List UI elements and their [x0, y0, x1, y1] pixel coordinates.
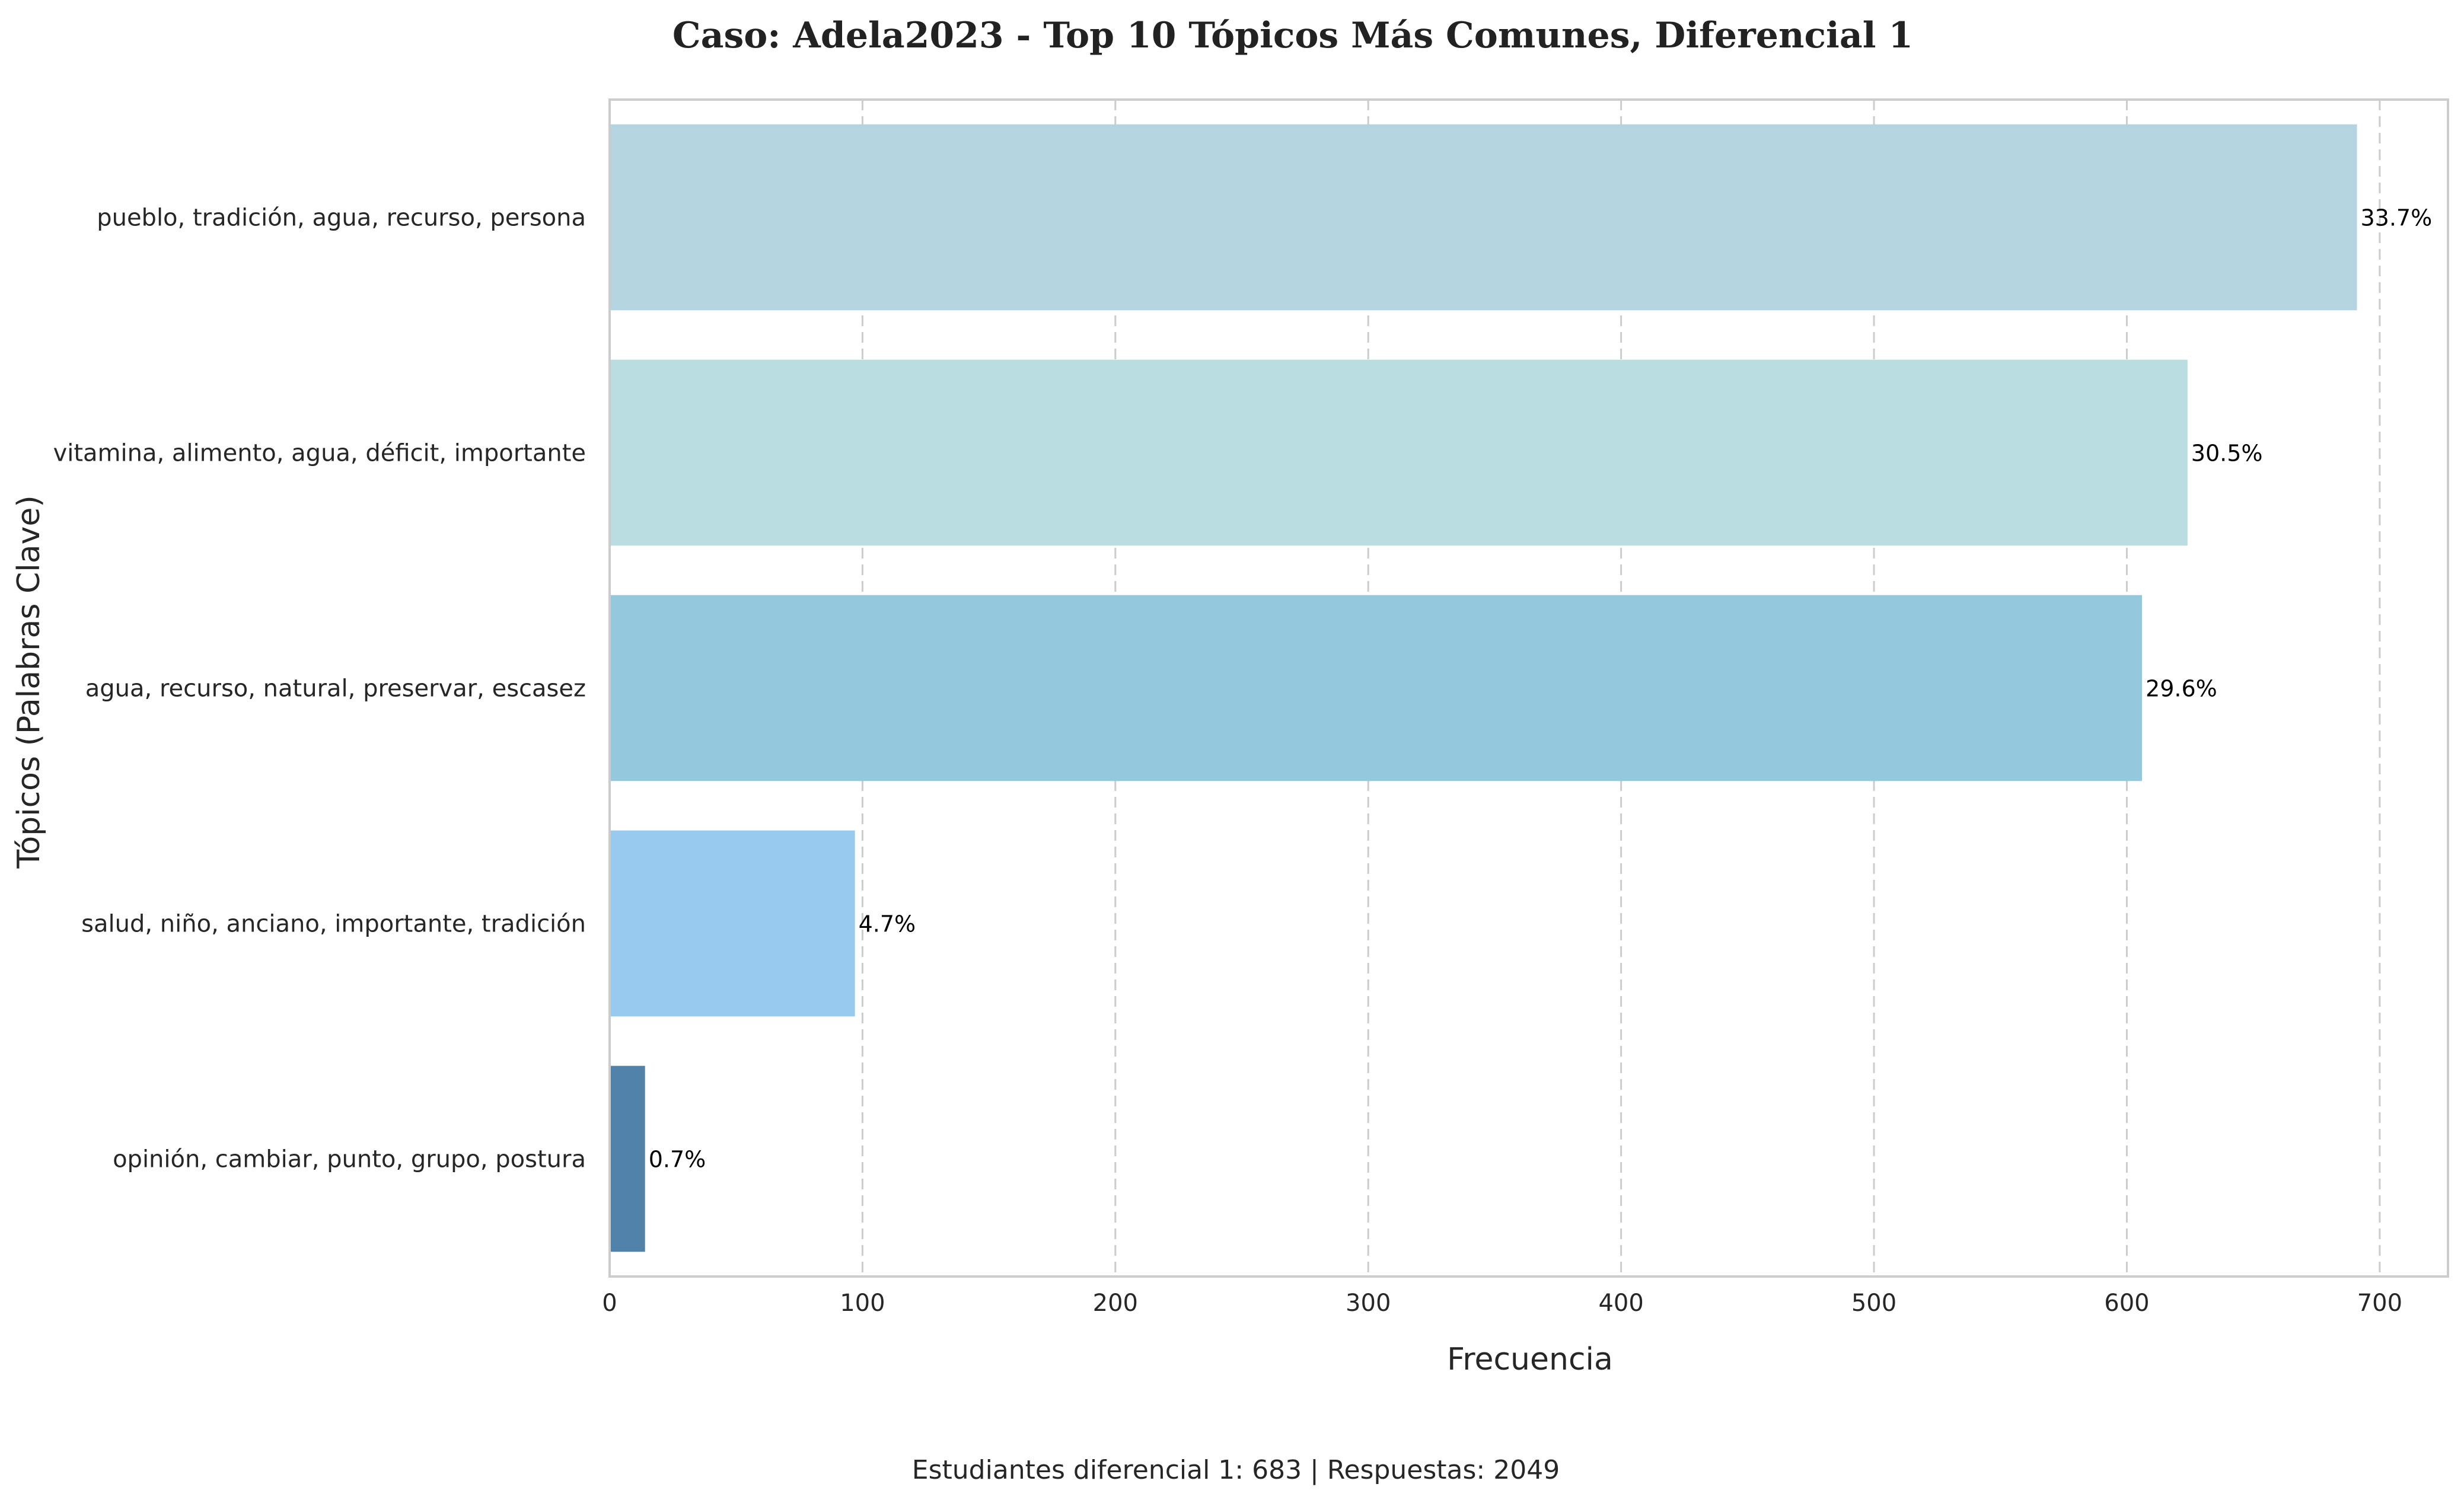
x-tick-label: 600: [2104, 1290, 2149, 1317]
bar-data-label: 0.7%: [649, 1147, 706, 1173]
y-tick-label: agua, recurso, natural, preservar, escas…: [85, 675, 586, 703]
x-tick-label: 200: [1093, 1290, 1138, 1317]
x-tick-label: 300: [1346, 1290, 1391, 1317]
bar: [610, 124, 2357, 311]
x-tick-label: 500: [1851, 1290, 1896, 1317]
y-tick-label: pueblo, tradición, agua, recurso, person…: [97, 205, 586, 232]
bar-data-label: 29.6%: [2146, 676, 2217, 702]
x-axis-label: Frecuencia: [1447, 1342, 1613, 1377]
bar: [610, 359, 2188, 546]
x-tick-label: 400: [1598, 1290, 1643, 1317]
chart-title: Caso: Adela2023 - Top 10 Tópicos Más Com…: [672, 15, 1913, 56]
bar-data-label: 33.7%: [2360, 205, 2432, 231]
y-tick-label: salud, niño, anciano, importante, tradic…: [81, 911, 586, 938]
bar-data-label: 30.5%: [2191, 441, 2263, 467]
bars: [610, 124, 2357, 1252]
x-tick-label: 700: [2357, 1290, 2402, 1317]
bar-data-label: 4.7%: [859, 911, 916, 937]
x-tick-labels: 0 100 200 300 400 500 600 700: [602, 1290, 2402, 1317]
x-tick-label: 100: [840, 1290, 885, 1317]
x-tick-label: 0: [602, 1290, 617, 1317]
bar-data-labels: 33.7% 30.5% 29.6% 4.7% 0.7%: [649, 205, 2433, 1173]
plot-frame: [608, 98, 2449, 1278]
bar: [610, 1065, 645, 1252]
y-tick-labels: pueblo, tradición, agua, recurso, person…: [53, 205, 586, 1173]
bar: [610, 595, 2143, 781]
bar: [610, 830, 855, 1017]
y-axis-label: Tópicos (Palabras Clave): [11, 495, 47, 869]
y-tick-label: opinión, cambiar, punto, grupo, postura: [113, 1146, 586, 1173]
y-tick-label: vitamina, alimento, agua, déficit, impor…: [53, 440, 586, 467]
chart-footer: Estudiantes diferencial 1: 683 | Respues…: [912, 1455, 1560, 1485]
